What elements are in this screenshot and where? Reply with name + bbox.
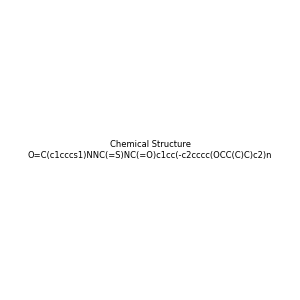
Text: Chemical Structure
O=C(c1cccs1)NNC(=S)NC(=O)c1cc(-c2cccc(OCC(C)C)c2)n: Chemical Structure O=C(c1cccs1)NNC(=S)NC… xyxy=(28,140,272,160)
